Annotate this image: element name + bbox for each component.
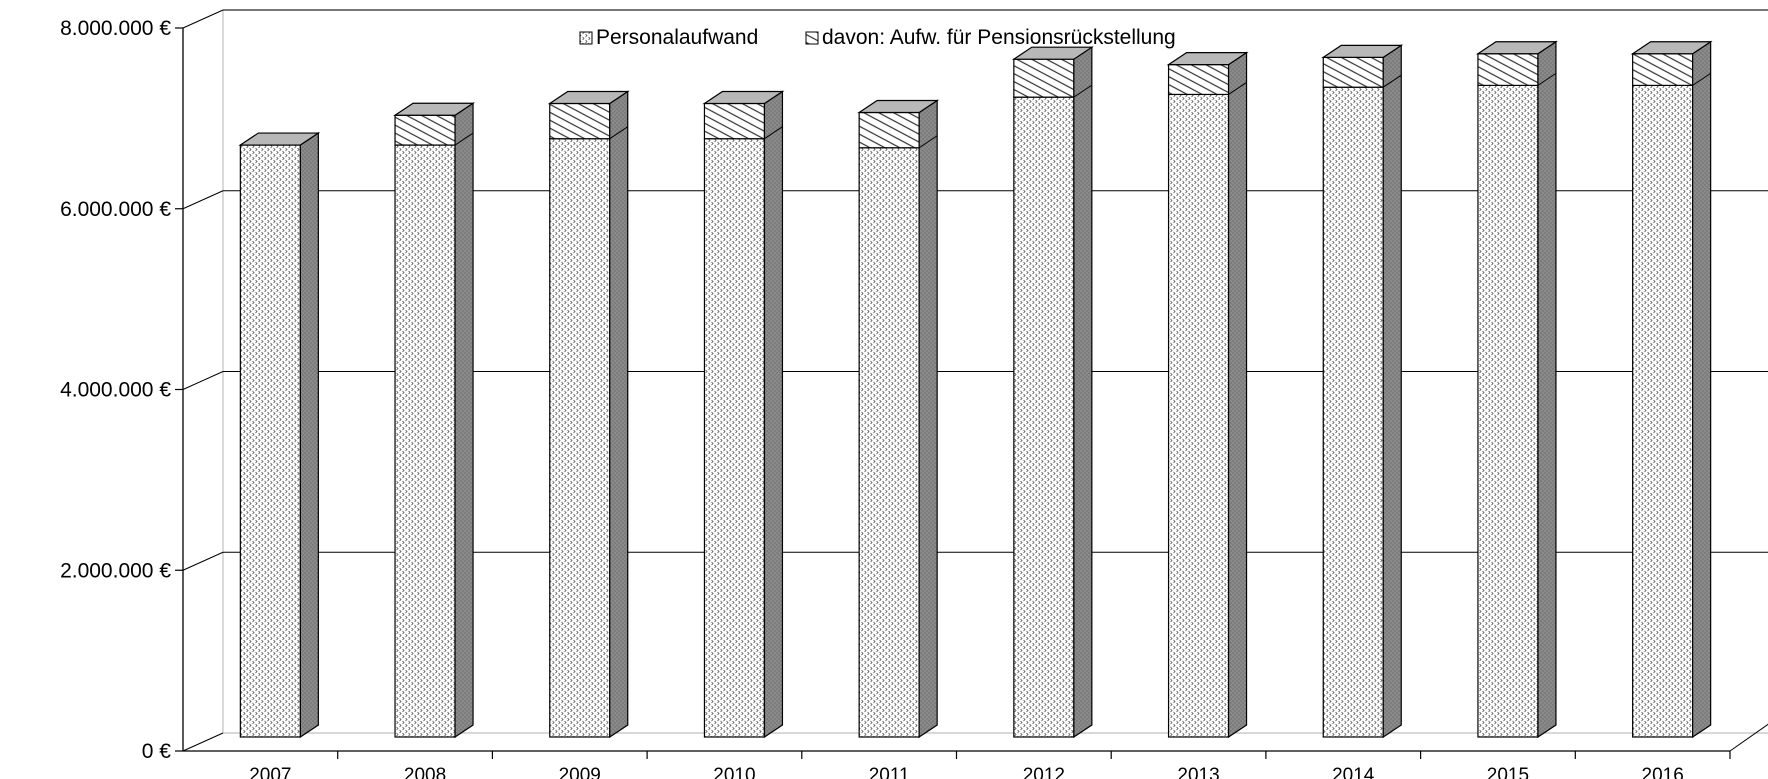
x-tick-label: 2012 bbox=[1023, 765, 1065, 779]
bar-personalaufwand bbox=[703, 138, 766, 738]
y-tick-labels: 0 € 2.000.000 € 4.000.000 € 6.000.000 € 8.00… bbox=[60, 17, 171, 763]
bar-side-face bbox=[763, 90, 784, 739]
bar-pensionsrueckstellung bbox=[703, 102, 766, 140]
bar-personalaufwand bbox=[1322, 86, 1384, 738]
side-wall-gridline bbox=[182, 732, 224, 752]
bar-segment-edge bbox=[1537, 72, 1557, 86]
bar-side-face bbox=[1537, 40, 1557, 739]
bar-top-face bbox=[1166, 52, 1249, 66]
x-tick-label: 2014 bbox=[1332, 765, 1375, 779]
bar-top-face bbox=[238, 132, 321, 146]
axes bbox=[175, 27, 1731, 759]
y-tick-label: 4.000.000 € bbox=[60, 379, 171, 402]
bar-personalaufwand bbox=[549, 138, 611, 738]
legend: Personalaufwand davon: Aufw. für Pensions… bbox=[579, 26, 1176, 49]
bar-side-face bbox=[1227, 51, 1248, 739]
x-tick-label: 2011 bbox=[869, 765, 910, 779]
side-wall-gridline bbox=[182, 551, 224, 571]
bar-pensionsrueckstellung bbox=[394, 114, 456, 146]
bar-personalaufwand bbox=[1013, 96, 1075, 738]
bar-top-face bbox=[547, 90, 630, 105]
bar-segment-edge bbox=[1382, 74, 1402, 88]
bar-top-face bbox=[393, 102, 476, 116]
bar-top-face bbox=[857, 99, 940, 114]
y-tick-label: 8.000.000 € bbox=[60, 17, 171, 40]
bar-personalaufwand bbox=[1477, 84, 1539, 738]
bar-side-face bbox=[1073, 46, 1093, 739]
legend-label: davon: Aufw. für Pensionsrückstellung bbox=[822, 26, 1176, 49]
bar-pensionsrueckstellung bbox=[1322, 56, 1384, 88]
side-wall-gridline bbox=[182, 190, 224, 210]
legend-label: Personalaufwand bbox=[596, 26, 758, 49]
bar-pensionsrueckstellung bbox=[1013, 58, 1075, 98]
bar-segment-edge bbox=[1228, 82, 1247, 95]
bar-segment-edge bbox=[764, 126, 783, 140]
bar-segment-edge bbox=[1692, 72, 1711, 86]
bar-side-face bbox=[1382, 44, 1402, 739]
bar-side-face bbox=[454, 102, 474, 739]
bar-side-face bbox=[299, 131, 319, 739]
bar-personalaufwand bbox=[394, 144, 456, 738]
bar-pensionsrueckstellung bbox=[1632, 53, 1694, 86]
bars bbox=[238, 40, 1713, 739]
y-tick-label: 6.000.000 € bbox=[60, 198, 171, 221]
side-wall-gridline bbox=[182, 9, 224, 29]
x-tick-label: 2010 bbox=[713, 765, 755, 779]
x-tick-label: 2009 bbox=[559, 765, 601, 779]
y-tick-label: 0 € bbox=[142, 740, 172, 763]
x-tick-labels: 2007 2008 2009 2010 2011 2012 2013 2014 2015 2016 bbox=[249, 765, 1684, 779]
bar-side-face bbox=[1692, 40, 1712, 739]
bar-top-face bbox=[1475, 41, 1558, 55]
x-tick-label: 2007 bbox=[249, 765, 291, 779]
bar-personalaufwand bbox=[1167, 93, 1230, 738]
bar-top-face bbox=[1321, 44, 1404, 58]
floor-right-edge bbox=[1729, 723, 1768, 752]
bar-personalaufwand bbox=[1632, 84, 1694, 738]
x-tick-label: 2008 bbox=[404, 765, 446, 779]
bar-segment-edge bbox=[918, 135, 938, 149]
bar-personalaufwand bbox=[858, 147, 920, 738]
bar-segment-edge bbox=[454, 132, 474, 146]
x-tick-label: 2016 bbox=[1642, 765, 1684, 779]
bar-side-face bbox=[918, 99, 938, 739]
bar-segment-edge bbox=[1073, 84, 1093, 98]
bar-pensionsrueckstellung bbox=[858, 111, 920, 149]
bar-side-face bbox=[609, 90, 629, 739]
bar-top-face bbox=[702, 90, 785, 105]
x-tick-label: 2015 bbox=[1487, 765, 1529, 779]
bar-segment-edge bbox=[609, 126, 629, 140]
side-wall-gridline bbox=[182, 371, 224, 390]
bar-pensionsrueckstellung bbox=[549, 102, 611, 140]
bar-top-face bbox=[1630, 41, 1713, 55]
bar-personalaufwand bbox=[239, 144, 301, 738]
legend-swatch-pensionsrueckstellung bbox=[805, 31, 819, 45]
y-tick-label: 2.000.000 € bbox=[60, 559, 171, 582]
bar-top-face bbox=[1011, 46, 1094, 60]
bar-pensionsrueckstellung bbox=[1167, 64, 1230, 96]
legend-swatch-personalaufwand bbox=[579, 31, 593, 45]
bar-pensionsrueckstellung bbox=[1477, 53, 1539, 86]
x-tick-label: 2013 bbox=[1177, 765, 1219, 779]
